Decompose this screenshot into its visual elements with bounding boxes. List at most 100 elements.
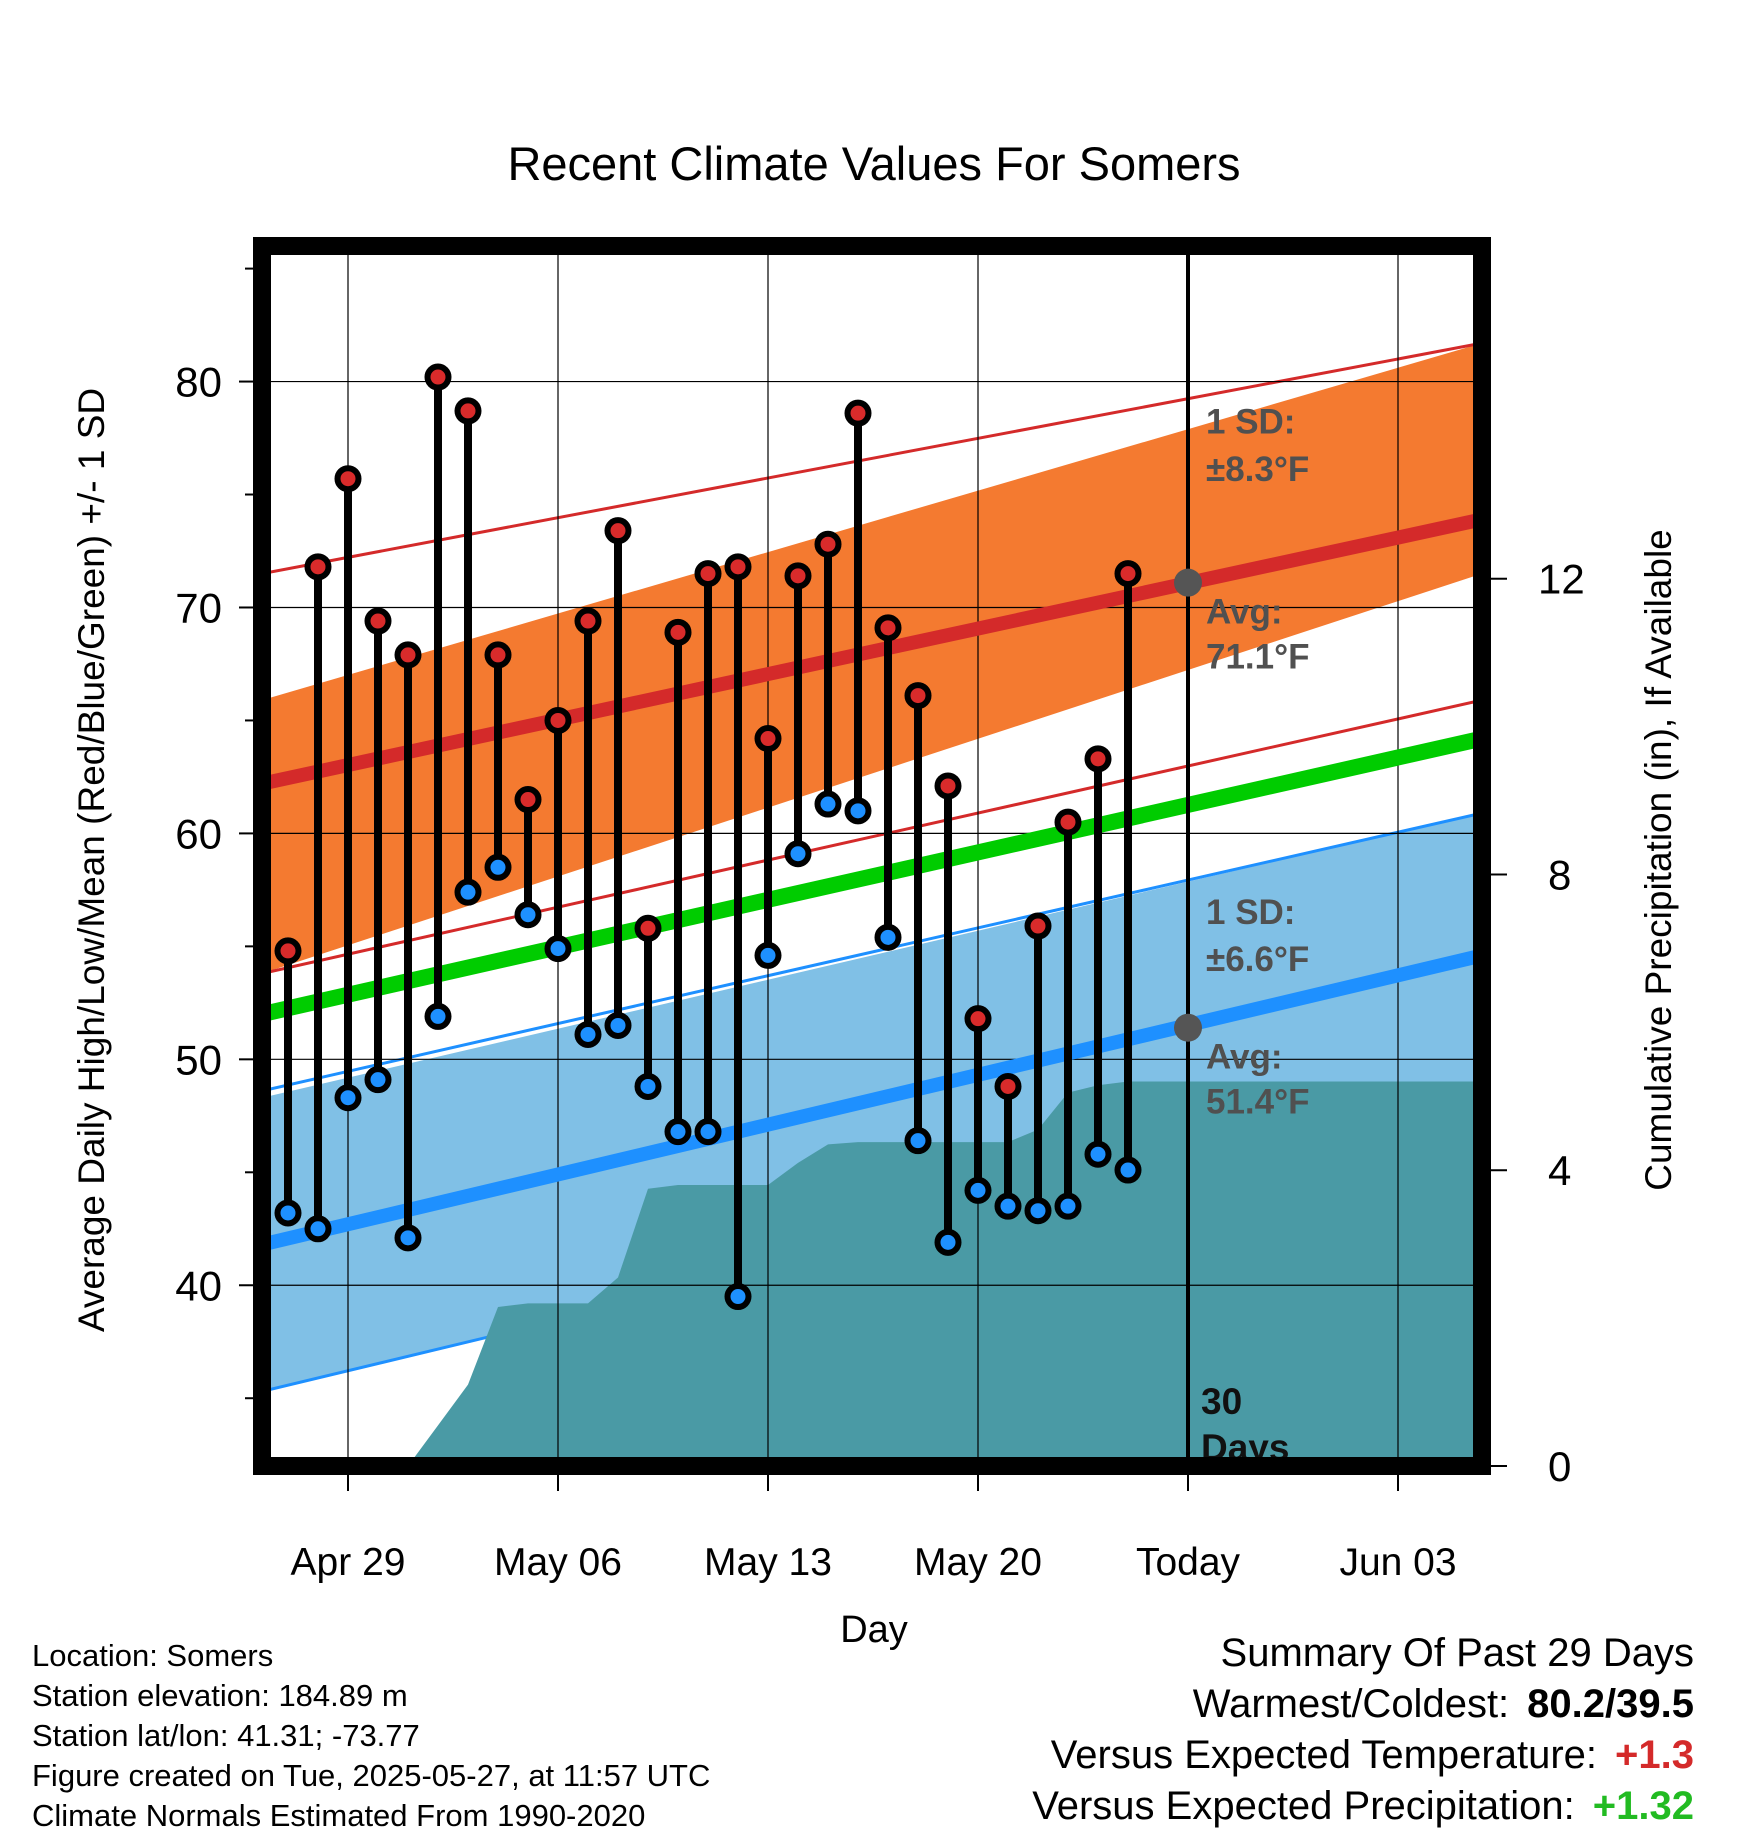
x-tick-label: Today (1136, 1541, 1241, 1584)
temp-label: Versus Expected Temperature: (1050, 1733, 1598, 1777)
high-point (454, 397, 482, 425)
x-tick-label: May 20 (914, 1541, 1042, 1584)
plot-frame (253, 237, 1491, 1475)
low-point (1114, 1156, 1142, 1184)
high-point (904, 682, 932, 710)
precip-value: +1.32 (1592, 1784, 1694, 1828)
y-tick-label: 70 (175, 584, 222, 631)
low-point (844, 797, 872, 825)
y2-tick-label: 8 (1548, 851, 1571, 898)
low-point (694, 1118, 722, 1146)
low-point (1054, 1192, 1082, 1220)
high-point (1054, 808, 1082, 836)
y-axis-label: Average Daily High/Low/Mean (Red/Blue/Gr… (71, 388, 112, 1332)
high-point (364, 607, 392, 635)
low-point (814, 790, 842, 818)
high-point (934, 772, 962, 800)
low-point (514, 901, 542, 929)
high-point (604, 517, 632, 545)
low-point (304, 1215, 332, 1243)
x-tick-label: Apr 29 (291, 1541, 406, 1584)
low-sd-value: ±6.6°F (1206, 940, 1309, 979)
low-point (904, 1127, 932, 1155)
low-point (934, 1228, 962, 1256)
temp-value: +1.3 (1615, 1733, 1694, 1777)
low-point (874, 923, 902, 951)
low-point (664, 1118, 692, 1146)
low-point (394, 1224, 422, 1252)
high-point (1114, 560, 1142, 588)
high-point (1024, 912, 1052, 940)
latlon-text: Station lat/lon: 41.31; -73.77 (32, 1718, 420, 1753)
chart-title: Recent Climate Values For Somers (507, 137, 1240, 190)
plot-area: 1 SD: ±8.3°F Avg: 71.1°F 1 SD: ±6.6°F Avg: 51.4… (175, 237, 1585, 1584)
high-sd-lower-edge (262, 698, 1482, 975)
high-point (334, 465, 362, 493)
x-axis-label: Day (840, 1609, 908, 1651)
low-avg-label: Avg: (1206, 1037, 1282, 1076)
high-point (844, 399, 872, 427)
precipitation-area (408, 1081, 1482, 1466)
y-tick-label: 50 (175, 1036, 222, 1083)
low-point (724, 1283, 752, 1311)
high-point (274, 937, 302, 965)
summary-panel: Summary Of Past 29 Days Warmest/Coldest:… (1032, 1628, 1694, 1832)
low-point (454, 878, 482, 906)
low-avg-dot (1174, 1013, 1202, 1042)
high-avg-value: 71.1°F (1206, 637, 1310, 676)
high-point (514, 786, 542, 814)
y-tick-label: 80 (175, 359, 222, 406)
low-point (364, 1066, 392, 1094)
low-point (994, 1192, 1022, 1220)
low-mean-line (262, 948, 1482, 1252)
high-point (814, 530, 842, 558)
high-avg-label: Avg: (1206, 592, 1282, 631)
high-sd-value: ±8.3°F (1206, 450, 1309, 489)
temp-row: Versus Expected Temperature: +1.3 (1032, 1730, 1694, 1781)
low-sd-upper-edge (262, 811, 1482, 1093)
location-text: Location: Somers (32, 1638, 274, 1673)
low-point (784, 840, 812, 868)
daily-mean-line (262, 730, 1482, 1022)
y2-tick-label: 4 (1548, 1147, 1571, 1194)
low-point (604, 1011, 632, 1039)
low-point (1024, 1197, 1052, 1225)
low-point (1084, 1140, 1112, 1168)
high-point (634, 914, 662, 942)
y-tick-label: 40 (175, 1262, 222, 1309)
days-label-number: 30 (1201, 1381, 1242, 1422)
high-point (574, 607, 602, 635)
high-point (964, 1005, 992, 1033)
precip-row: Versus Expected Precipitation: +1.32 (1032, 1781, 1694, 1832)
elevation-text: Station elevation: 184.89 m (32, 1678, 408, 1713)
high-point (424, 363, 452, 391)
low-point (424, 1002, 452, 1030)
normals-text: Climate Normals Estimated From 1990-2020 (32, 1798, 646, 1833)
high-point (784, 562, 812, 590)
high-point (304, 553, 332, 581)
precip-label: Versus Expected Precipitation: (1032, 1784, 1575, 1828)
station-info: Location: Somers Station elevation: 184.… (32, 1636, 710, 1836)
low-avg-value: 51.4°F (1206, 1083, 1310, 1122)
y2-axis-label: Cumulative Precipitation (in), If Availa… (1638, 529, 1679, 1191)
x-tick-label: Jun 03 (1339, 1541, 1456, 1584)
low-point (334, 1084, 362, 1112)
x-tick-label: May 06 (494, 1541, 622, 1584)
high-avg-dot (1174, 568, 1202, 597)
y2-tick-label: 0 (1548, 1443, 1571, 1490)
x-tick-label: May 13 (704, 1541, 832, 1584)
high-point (694, 560, 722, 588)
low-point (274, 1199, 302, 1227)
high-point (724, 553, 752, 581)
low-point (634, 1072, 662, 1100)
high-point (994, 1072, 1022, 1100)
high-point (484, 641, 512, 669)
y-tick-label: 60 (175, 810, 222, 857)
created-text: Figure created on Tue, 2025-05-27, at 11… (32, 1758, 711, 1793)
warmest-label: Warmest/Coldest: (1192, 1682, 1510, 1726)
plot-content (262, 246, 1482, 1466)
high-point (544, 706, 572, 734)
low-point (754, 941, 782, 969)
high-point (664, 618, 692, 646)
